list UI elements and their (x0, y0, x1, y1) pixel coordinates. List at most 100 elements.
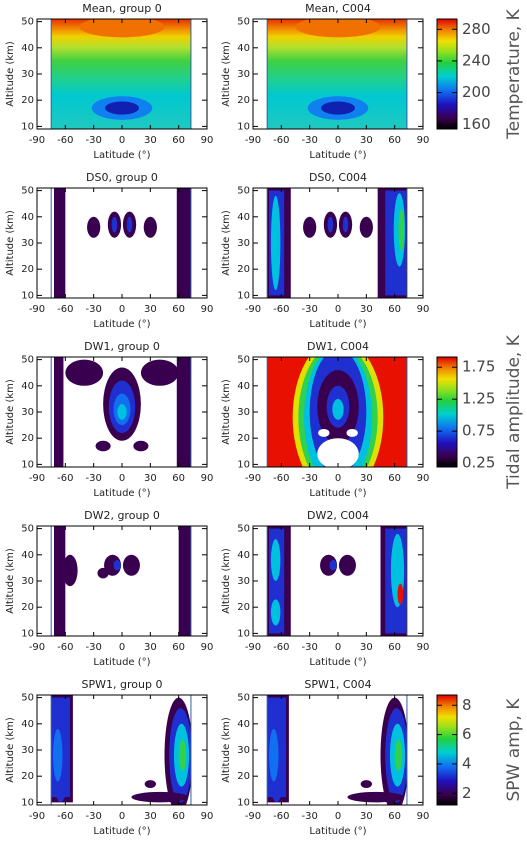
panel: SPW1, C004 Altitude (km) Latitude (°) -90 -6… (221, 678, 429, 837)
x-tick-label: -60 (57, 473, 73, 484)
x-axis-label: Latitude (°) (309, 319, 366, 330)
contour-fill (144, 780, 156, 788)
contour-fill (329, 560, 338, 571)
panel-title: SPW1, group 0 (82, 678, 163, 691)
x-tick-label: 60 (388, 811, 401, 822)
contour-fill (79, 19, 165, 38)
colorbar-label: Tidal amplitude, K (504, 334, 524, 490)
y-tick-label: 10 (237, 797, 250, 808)
x-tick-label: 0 (335, 304, 341, 315)
x-tick-label: 30 (144, 473, 157, 484)
y-tick-label: 30 (237, 576, 250, 587)
contour-fill (54, 188, 66, 298)
x-tick-label: 60 (172, 811, 185, 822)
contour-fill (131, 791, 189, 803)
x-tick-label: 0 (119, 811, 125, 822)
x-tick-label: -30 (85, 304, 101, 315)
y-tick-label: 20 (237, 95, 250, 106)
x-tick-label: 30 (360, 473, 373, 484)
y-tick-label: 30 (21, 745, 34, 756)
y-axis-label: Altitude (km) (5, 548, 16, 614)
x-tick-label: 90 (417, 473, 430, 484)
y-tick-label: 50 (237, 17, 250, 28)
x-tick-label: 0 (335, 135, 341, 146)
colorbar-ramp (436, 18, 458, 130)
y-tick-label: 40 (237, 550, 250, 561)
y-tick-label: 10 (21, 797, 34, 808)
x-tick-label: -30 (301, 135, 317, 146)
x-tick-label: -90 (245, 473, 261, 484)
x-axis-label: Latitude (°) (93, 826, 150, 837)
y-tick-label: 50 (21, 524, 34, 535)
x-tick-label: -90 (29, 304, 45, 315)
field (51, 19, 191, 129)
y-tick-label: 50 (21, 186, 34, 197)
contour-fill (97, 567, 109, 579)
panel-title: DS0, group 0 (86, 171, 158, 184)
contour-fill (53, 729, 63, 782)
x-tick-label: 90 (417, 304, 430, 315)
panel: Mean, group 0 Altitude (km) Latitude (°) -9… (5, 2, 213, 161)
contour-fill (321, 101, 355, 115)
panel: DS0, group 0 Altitude (km) Latitude (°) -90… (5, 171, 213, 330)
contour-fill (176, 357, 191, 467)
y-tick-label: 50 (21, 17, 34, 28)
colorbar-label: Temperature, K (504, 8, 524, 139)
y-tick-label: 20 (237, 264, 250, 275)
y-tick-label: 10 (21, 628, 34, 639)
y-tick-label: 50 (21, 355, 34, 366)
contour-fill (122, 554, 140, 576)
x-tick-label: -60 (273, 304, 289, 315)
x-axis-label: Latitude (°) (93, 657, 150, 668)
contour-fill (143, 216, 157, 238)
x-tick-label: 90 (417, 642, 430, 653)
panel-title: DW2, group 0 (84, 509, 160, 522)
x-tick-label: 90 (417, 135, 430, 146)
x-tick-label: -60 (57, 135, 73, 146)
panel-title: DW2, C004 (307, 509, 369, 522)
y-axis-label: Altitude (km) (5, 379, 16, 445)
contour-fill (332, 398, 344, 420)
y-tick-label: 20 (237, 771, 250, 782)
x-tick-label: -90 (245, 642, 261, 653)
y-tick-label: 30 (21, 407, 34, 418)
y-tick-label: 20 (21, 602, 34, 613)
colorbar-ramp (436, 694, 458, 806)
x-tick-label: -30 (85, 811, 101, 822)
y-tick-label: 50 (237, 693, 250, 704)
x-tick-label: 30 (360, 135, 373, 146)
x-tick-label: -60 (57, 642, 73, 653)
contour-fill (54, 526, 66, 636)
colorbar-tick-label: 2 (462, 784, 472, 802)
contour-fill (394, 739, 403, 771)
contour-fill (270, 195, 281, 291)
colorbar: 2 4 6 8 SPW amp, K (436, 694, 524, 806)
x-tick-label: 60 (172, 135, 185, 146)
contour-fill (360, 780, 373, 788)
contour-fill (347, 791, 405, 803)
y-tick-label: 40 (21, 550, 34, 561)
y-tick-label: 10 (237, 628, 250, 639)
panel: SPW1, group 0 Altitude (km) Latitude (°) -9… (5, 678, 213, 837)
y-tick-label: 20 (21, 95, 34, 106)
x-tick-label: -30 (85, 135, 101, 146)
x-tick-label: 90 (201, 811, 214, 822)
y-tick-label: 30 (21, 576, 34, 587)
x-tick-label: -90 (29, 135, 45, 146)
y-tick-label: 40 (21, 719, 34, 730)
x-tick-label: -90 (245, 135, 261, 146)
panel: Mean, C004 Altitude (km) Latitude (°) -90 -6… (221, 2, 429, 161)
contour-fill (133, 440, 149, 452)
y-tick-label: 50 (237, 186, 250, 197)
x-tick-label: -90 (29, 811, 45, 822)
colorbar-tick-label: 160 (462, 115, 491, 133)
contour-fill (397, 583, 404, 605)
panel-title: DW1, group 0 (84, 340, 160, 353)
contour-fill (176, 188, 191, 298)
x-tick-label: 0 (119, 642, 125, 653)
contour-fill (269, 729, 279, 782)
x-tick-label: -30 (301, 642, 317, 653)
y-axis-label: Altitude (km) (221, 210, 232, 276)
x-tick-label: 90 (201, 473, 214, 484)
y-tick-label: 10 (237, 121, 250, 132)
